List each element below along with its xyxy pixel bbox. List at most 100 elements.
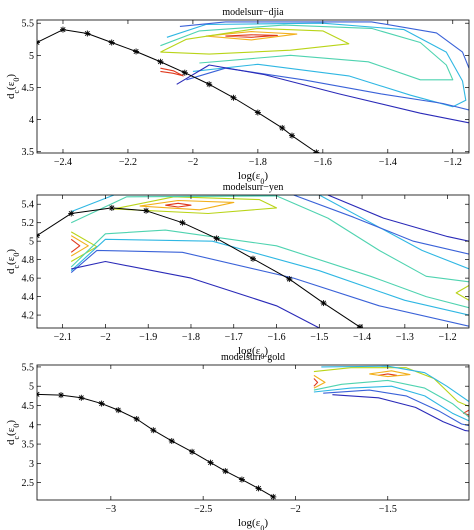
djia-y-tick-label: 5.5 [22, 19, 35, 30]
gold-series-segment [118, 409, 137, 420]
gold-series-segment [136, 418, 154, 431]
djia-data-point [133, 48, 140, 55]
yen-y-tick-label: 5.2 [22, 218, 35, 229]
yen-contour-line [71, 195, 469, 270]
gold-contour-line [313, 367, 469, 407]
chart-panel-djia: −2.4 −2.2 −2 −1.8 −1.6 −1.4 −1.2 3.5 4 4.5 5 5.5 mod… [5, 7, 470, 186]
chart-panel-yen: −2.1 −2 −1.9 −1.8 −1.7 −1.6 −1.5 −1.4 −1.3 −1.2 4.… [5, 182, 470, 361]
yen-contour-line [165, 202, 192, 208]
gold-series-segment [258, 487, 274, 498]
yen-series-segment [289, 278, 324, 304]
yen-contour-line [70, 249, 469, 327]
gold-data-point [37, 391, 40, 398]
gold-x-tick-label: −2.5 [194, 504, 212, 515]
djia-y-axis-label-part: 0 [12, 78, 21, 82]
yen-x-tick-label: −1.7 [225, 332, 243, 343]
djia-axes-frame [36, 19, 470, 154]
yen-series-segment [182, 222, 217, 239]
djia-data-point [279, 124, 286, 131]
djia-y-tick-label: 4 [29, 115, 34, 126]
yen-x-axis-label-part: ) [264, 345, 268, 357]
yen-x-axis-label: log(ε0) [238, 345, 268, 361]
djia-data-point [108, 39, 115, 46]
djia-title: modelsurr−djia [222, 7, 284, 18]
yen-x-tick-label: −1.2 [439, 332, 457, 343]
gold-data-point [168, 437, 175, 444]
djia-contour-line [186, 67, 469, 111]
gold-data-point [238, 476, 245, 483]
djia-x-tick-label: −1.6 [314, 157, 332, 168]
yen-contour-line [70, 231, 98, 262]
djia-data-point [84, 30, 91, 37]
yen-contours [70, 195, 469, 328]
djia-contour-line [160, 24, 454, 81]
gold-y-tick-label: 5.5 [22, 362, 35, 373]
djia-data-point [181, 69, 188, 76]
gold-contour-line [313, 374, 326, 389]
djia-series-segment [233, 97, 259, 113]
yen-data-point [320, 300, 327, 307]
yen-contour-line [71, 260, 320, 328]
yen-contour-line [139, 199, 235, 211]
gold-y-axis-label-part: d [5, 439, 17, 445]
djia-data-point [157, 58, 164, 65]
gold-contour-line [323, 389, 469, 427]
yen-contour-line [293, 195, 469, 255]
yen-data-point [286, 276, 293, 283]
djia-y-tick-label: 4.5 [22, 83, 35, 94]
djia-series-segment [111, 42, 137, 52]
djia-data-point [313, 149, 320, 153]
gold-series-segment [101, 403, 119, 411]
yen-contour-line [70, 195, 469, 283]
gold-series-segment [171, 440, 193, 453]
yen-y-tick-label: 5.4 [22, 200, 35, 211]
gold-series-segment [81, 397, 102, 405]
djia-x-tick-label: −2.2 [119, 157, 137, 168]
yen-x-tick-label: −1.5 [310, 332, 328, 343]
gold-series-segment [191, 451, 211, 464]
yen-contour-line [455, 285, 469, 301]
yen-y-axis-label-part: c [12, 265, 21, 269]
gold-y-axis-label-part: ) [5, 420, 17, 424]
gold-contour-line [313, 385, 469, 422]
gold-series-segment [225, 470, 243, 481]
gold-y-axis-label-part: (ε [5, 427, 17, 436]
gold-series-segment [241, 479, 259, 489]
yen-y-axis-label-part: d [5, 268, 17, 274]
yen-series-segment [111, 207, 147, 212]
yen-contour-line [327, 195, 469, 242]
yen-y-axis-label-part: 0 [12, 253, 21, 257]
djia-series-segment [208, 83, 234, 99]
yen-series-segment [216, 237, 254, 260]
yen-data-point [213, 235, 220, 242]
yen-data-point [37, 232, 40, 239]
gold-x-axis-label: log(ε0) [238, 517, 268, 530]
gold-y-tick-label: 2.5 [22, 478, 35, 489]
gold-contours [313, 365, 469, 432]
gold-data-point [133, 416, 140, 422]
gold-series-segment [60, 394, 82, 399]
gold-y-tick-label: 3.5 [22, 440, 35, 451]
djia-x-axis-label-part: ) [264, 170, 268, 182]
yen-x-tick-label: −2.1 [54, 332, 72, 343]
chart-panel-gold: −3 −2.5 −2 −1.5 2.5 3 3.5 4 4.5 5 5.5 modelsurr−gol… [5, 352, 470, 530]
gold-y-axis-label-part: c [12, 436, 21, 440]
gold-axes-frame [36, 364, 470, 501]
yen-y-tick-label: 4.8 [22, 255, 35, 266]
djia-series-segment [135, 51, 161, 63]
yen-series-segment [71, 207, 112, 214]
gold-series-segment [153, 429, 173, 442]
djia-series [37, 26, 320, 153]
yen-x-axis-label-part: 0 [260, 352, 264, 361]
yen-y-axis-label-part: (ε [5, 256, 17, 265]
yen-x-axis-label-part: log(ε [238, 345, 261, 357]
djia-series-segment [62, 29, 88, 34]
yen-data-point [108, 204, 115, 211]
djia-series-segment [87, 33, 112, 43]
yen-contour-line [70, 235, 89, 257]
gold-data-point [150, 427, 157, 434]
djia-data-point [37, 39, 40, 46]
yen-contour-line [70, 238, 81, 253]
djia-contour-line [160, 27, 350, 55]
